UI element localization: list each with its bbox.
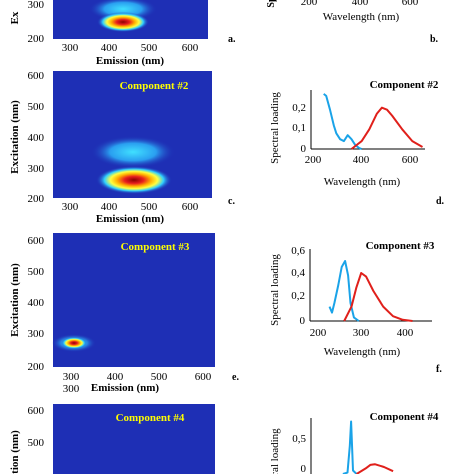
panel-c-xtick-400: 400 [101, 201, 118, 213]
panel-h-title: Component #4 [370, 411, 439, 423]
panel-f-emission-series-line [343, 272, 413, 322]
panel-d-series [323, 93, 424, 150]
panel-e-peak-primary [61, 337, 87, 349]
panel-a-xtick-400: 400 [101, 42, 118, 54]
panel-e-title: Component #3 [121, 241, 190, 253]
panel-f-label: f. [436, 364, 442, 375]
panel-g-plot-area [53, 404, 215, 474]
panel-c-xlabel: Emission (nm) [96, 213, 164, 225]
panel-a-xtick-500: 500 [141, 42, 158, 54]
panel-g-ytick-500: 500 [28, 437, 45, 449]
panel-h-excitation-series-line [342, 420, 358, 474]
panel-c-ytick-400: 400 [28, 132, 45, 144]
panel-e-xtick-600: 600 [195, 371, 212, 383]
panel-g-ytick-600: 600 [28, 405, 45, 417]
panel-d-title: Component #2 [370, 79, 439, 91]
panel-f-ytick-2: 0,4 [291, 267, 305, 279]
panel-d-emission-series-line [350, 106, 424, 150]
panel-g-title: Component #4 [116, 412, 185, 424]
panel-f-series [328, 260, 413, 322]
panel-c-xtick-600: 600 [182, 201, 199, 213]
panel-h-line-chart: Component #4 0,5 0 ral loading [269, 411, 439, 474]
panel-g-ylabel: tion (nm) [9, 430, 21, 474]
panel-c-ylabel: Excitation (nm) [9, 100, 21, 174]
panel-h-ytick-0: 0 [301, 463, 307, 474]
panel-b-ylabel: Sp [266, 0, 277, 8]
panel-d-ytick-1: 0,1 [292, 122, 306, 134]
panel-e-xtick-500: 500 [151, 371, 168, 383]
panel-e-xtick-300: 300 [63, 371, 80, 383]
panel-c-title: Component #2 [120, 80, 189, 92]
panel-f-ytick-1: 0,2 [291, 290, 305, 302]
panel-f-excitation-series-line [328, 260, 360, 322]
panel-e-xlabel: Emission (nm) [91, 382, 159, 394]
panel-b-xtick-400: 400 [352, 0, 369, 8]
panel-d-xlabel: Wavelength (nm) [324, 176, 401, 188]
panel-a-label: a. [228, 34, 236, 45]
panel-a-peak-primary [97, 12, 149, 32]
panel-a-ytick-200: 200 [28, 33, 45, 45]
panel-f-line-chart: Component #3 0,6 0,4 0,2 0 200 300 400 W… [269, 240, 442, 375]
panel-e-ylabel: Excitation (nm) [9, 263, 21, 337]
panel-c-peak-primary [96, 166, 172, 194]
panel-c-xtick-300: 300 [62, 201, 79, 213]
panel-a-ylabel: Ex [9, 11, 21, 24]
panel-g-heatmap: Component #4 tion (nm) 600 500 [9, 404, 215, 474]
panel-f-xtick-300: 300 [353, 327, 370, 339]
panel-b-xtick-600: 600 [402, 0, 419, 8]
panel-c-peak-secondary [91, 136, 175, 168]
panel-c-ytick-600: 600 [28, 70, 45, 82]
panel-d-excitation-series-line [323, 93, 363, 150]
panel-f-xlabel: Wavelength (nm) [324, 346, 401, 358]
panel-e-ytick-400: 400 [28, 297, 45, 309]
panel-h-emission-series-line [356, 463, 394, 474]
panel-f-ylabel: Spectral loading [269, 254, 281, 326]
panel-d-xtick-400: 400 [353, 154, 370, 166]
panel-e-ytick-600: 600 [28, 235, 45, 247]
panel-c-ytick-500: 500 [28, 101, 45, 113]
panel-f-ytick-3: 0,6 [291, 245, 305, 257]
panel-c-ytick-300: 300 [28, 163, 45, 175]
panel-a-ytick-300: 300 [28, 0, 45, 11]
panel-a-heatmap: Ex 300 200 300 400 500 600 Emission (nm)… [9, 0, 236, 67]
panel-d-ytick-2: 0,2 [292, 102, 306, 114]
panel-d-line-chart: Component #2 0,2 0,1 0 200 400 600 Wavel… [269, 79, 445, 207]
panel-d-ylabel: Spectral loading [269, 92, 281, 164]
panel-e-xtick-400: 400 [107, 371, 124, 383]
panel-d-ytick-0: 0 [301, 143, 307, 155]
panel-b-label: b. [430, 34, 439, 45]
panel-f-xtick-200: 200 [310, 327, 327, 339]
panel-a-xlabel: Emission (nm) [96, 55, 164, 67]
panel-d-xtick-600: 600 [402, 154, 419, 166]
panel-c-label: c. [228, 196, 235, 207]
panel-f-xtick-400: 400 [397, 327, 414, 339]
panel-d-label: d. [436, 196, 445, 207]
panel-h-series [342, 420, 394, 474]
panel-h-ylabel: ral loading [269, 428, 281, 474]
panel-c-heatmap: Component #2 Excitation (nm) 600 500 400… [9, 70, 235, 225]
panel-e-heatmap: Component #3 Excitation (nm) 600 500 400… [9, 233, 239, 395]
panel-b-xlabel: Wavelength (nm) [323, 11, 400, 23]
panel-c-xtick-500: 500 [141, 201, 158, 213]
panel-e-label: e. [232, 372, 239, 383]
panel-b-line-chart: Sp 200 400 600 Wavelength (nm) b. [266, 0, 439, 45]
panel-a-xtick-300: 300 [62, 42, 79, 54]
panel-e-ytick-500: 500 [28, 266, 45, 278]
panel-f-title: Component #3 [366, 240, 435, 252]
panel-d-xtick-200: 200 [305, 154, 322, 166]
panel-a-xtick-600: 600 [182, 42, 199, 54]
panel-e-ytick-200: 200 [28, 361, 45, 373]
panel-h-ytick-05: 0,5 [292, 433, 306, 445]
panel-b-xtick-200: 200 [301, 0, 318, 8]
panel-e-ytick-300: 300 [28, 328, 45, 340]
panel-c-ytick-200: 200 [28, 193, 45, 205]
panel-e-xtick-extra: 300 [63, 383, 80, 395]
panel-f-ytick-0: 0 [300, 315, 306, 327]
